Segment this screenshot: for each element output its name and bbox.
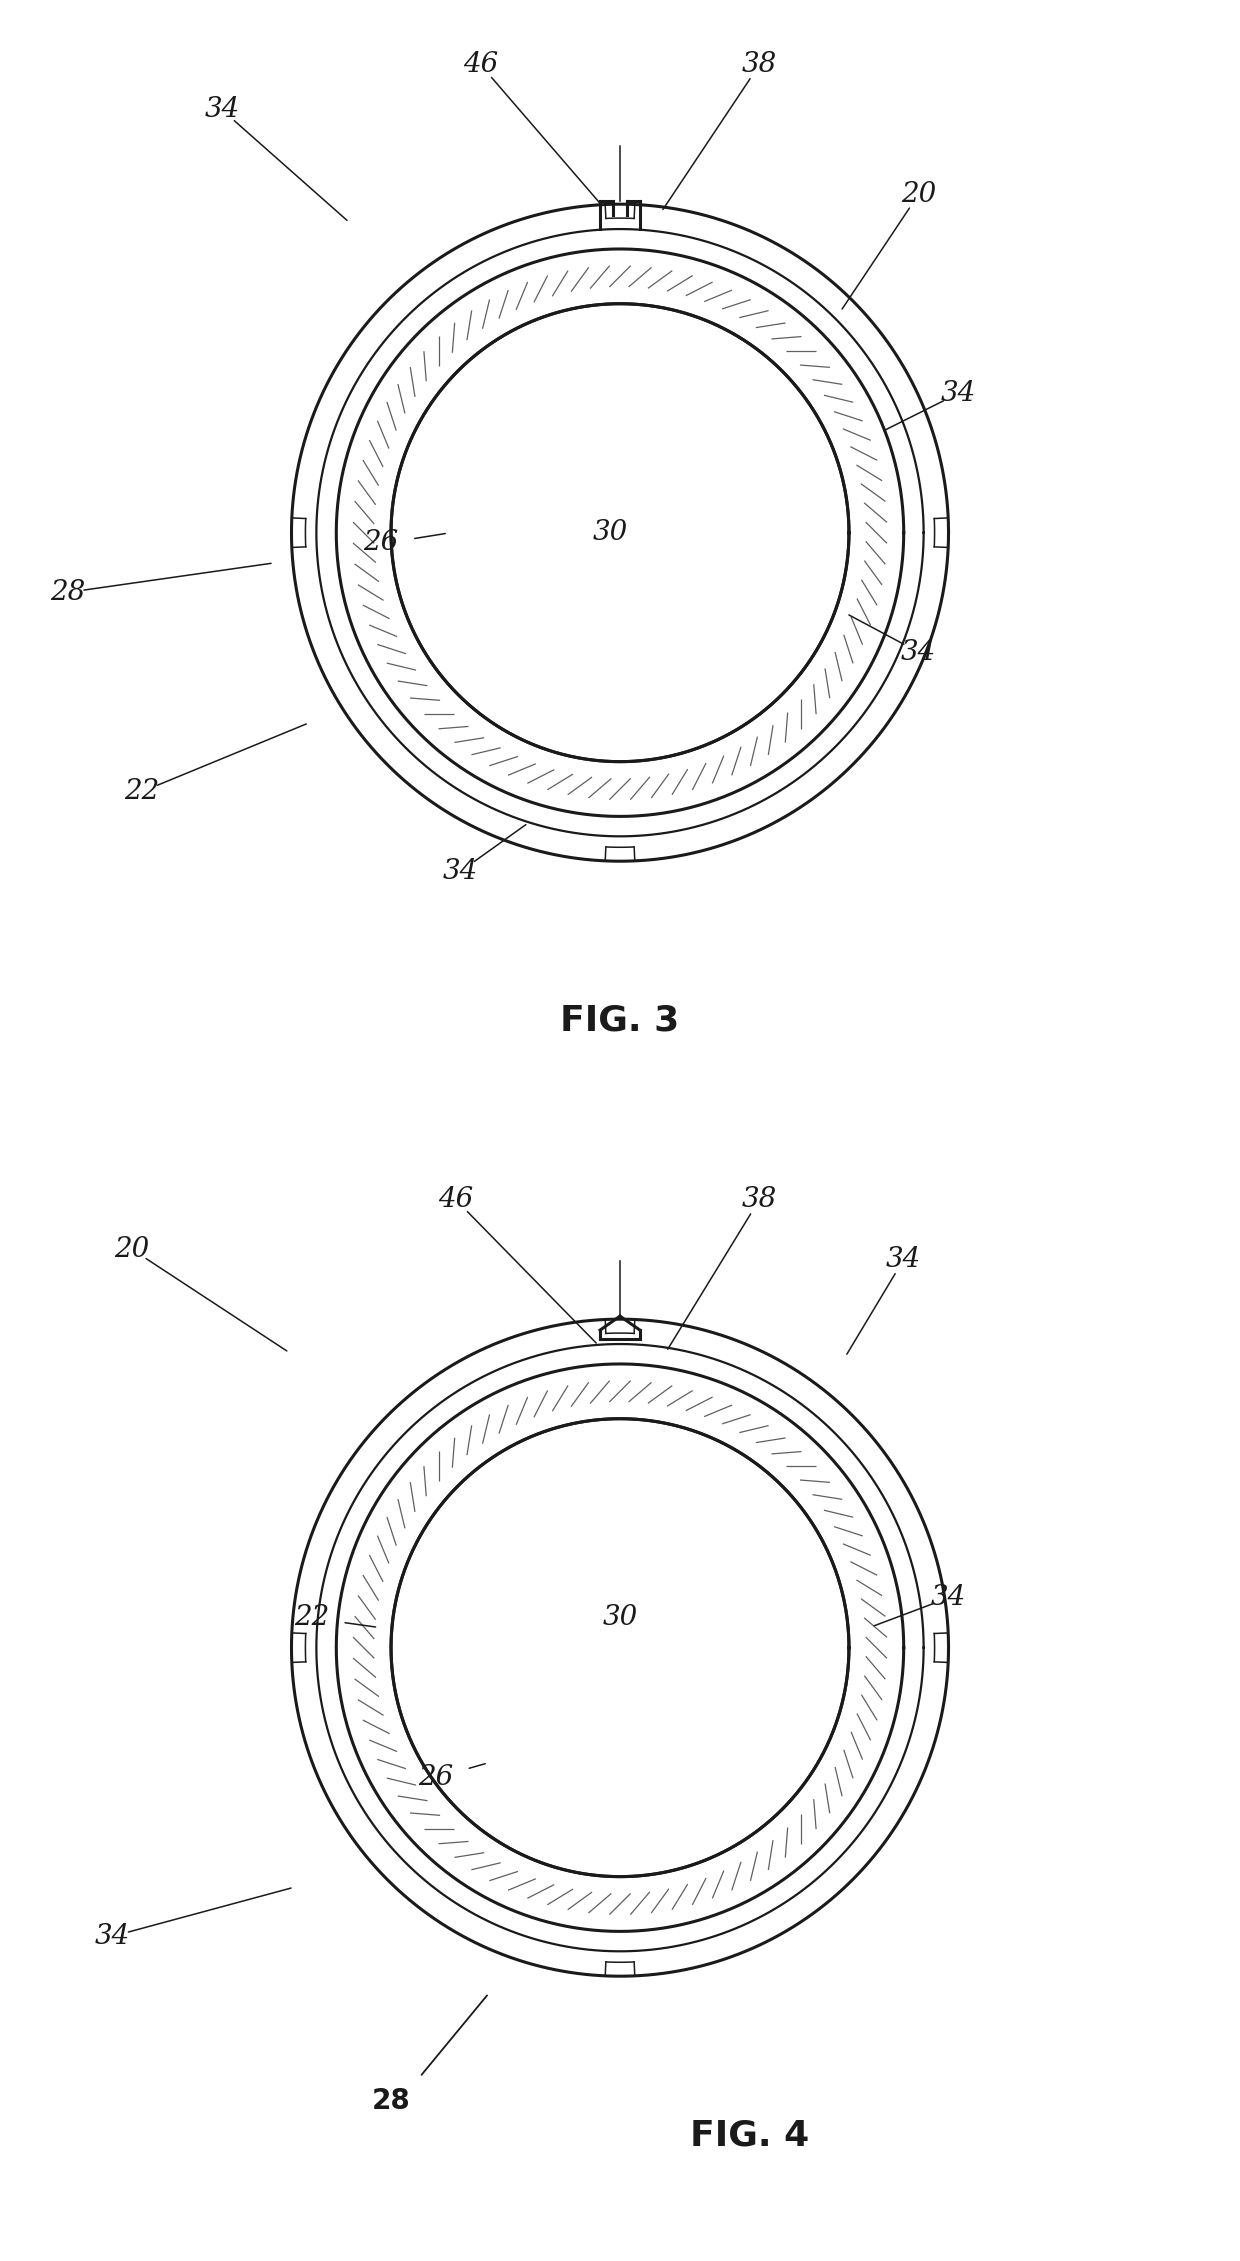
Text: 34: 34 xyxy=(205,97,239,122)
Text: 28: 28 xyxy=(50,579,86,606)
Text: 26: 26 xyxy=(418,1764,454,1791)
Text: 30: 30 xyxy=(603,1605,637,1630)
Text: 20: 20 xyxy=(114,1237,150,1264)
Text: 34: 34 xyxy=(887,1246,921,1273)
Text: 20: 20 xyxy=(901,181,936,208)
Text: FIG. 3: FIG. 3 xyxy=(560,1004,680,1038)
Text: 30: 30 xyxy=(593,520,627,547)
Text: FIG. 4: FIG. 4 xyxy=(689,2119,808,2152)
Text: 38: 38 xyxy=(742,52,777,79)
Text: 28: 28 xyxy=(372,2087,410,2114)
Text: 34: 34 xyxy=(931,1585,966,1612)
Text: 34: 34 xyxy=(443,857,479,884)
Text: 22: 22 xyxy=(124,778,160,805)
Text: 34: 34 xyxy=(941,380,976,407)
Text: 46: 46 xyxy=(463,52,498,79)
Text: 38: 38 xyxy=(742,1187,777,1214)
Text: 22: 22 xyxy=(294,1605,329,1630)
Text: 26: 26 xyxy=(363,529,399,556)
Text: 34: 34 xyxy=(94,1922,130,1949)
Text: 34: 34 xyxy=(901,638,936,665)
Text: 46: 46 xyxy=(438,1187,474,1214)
